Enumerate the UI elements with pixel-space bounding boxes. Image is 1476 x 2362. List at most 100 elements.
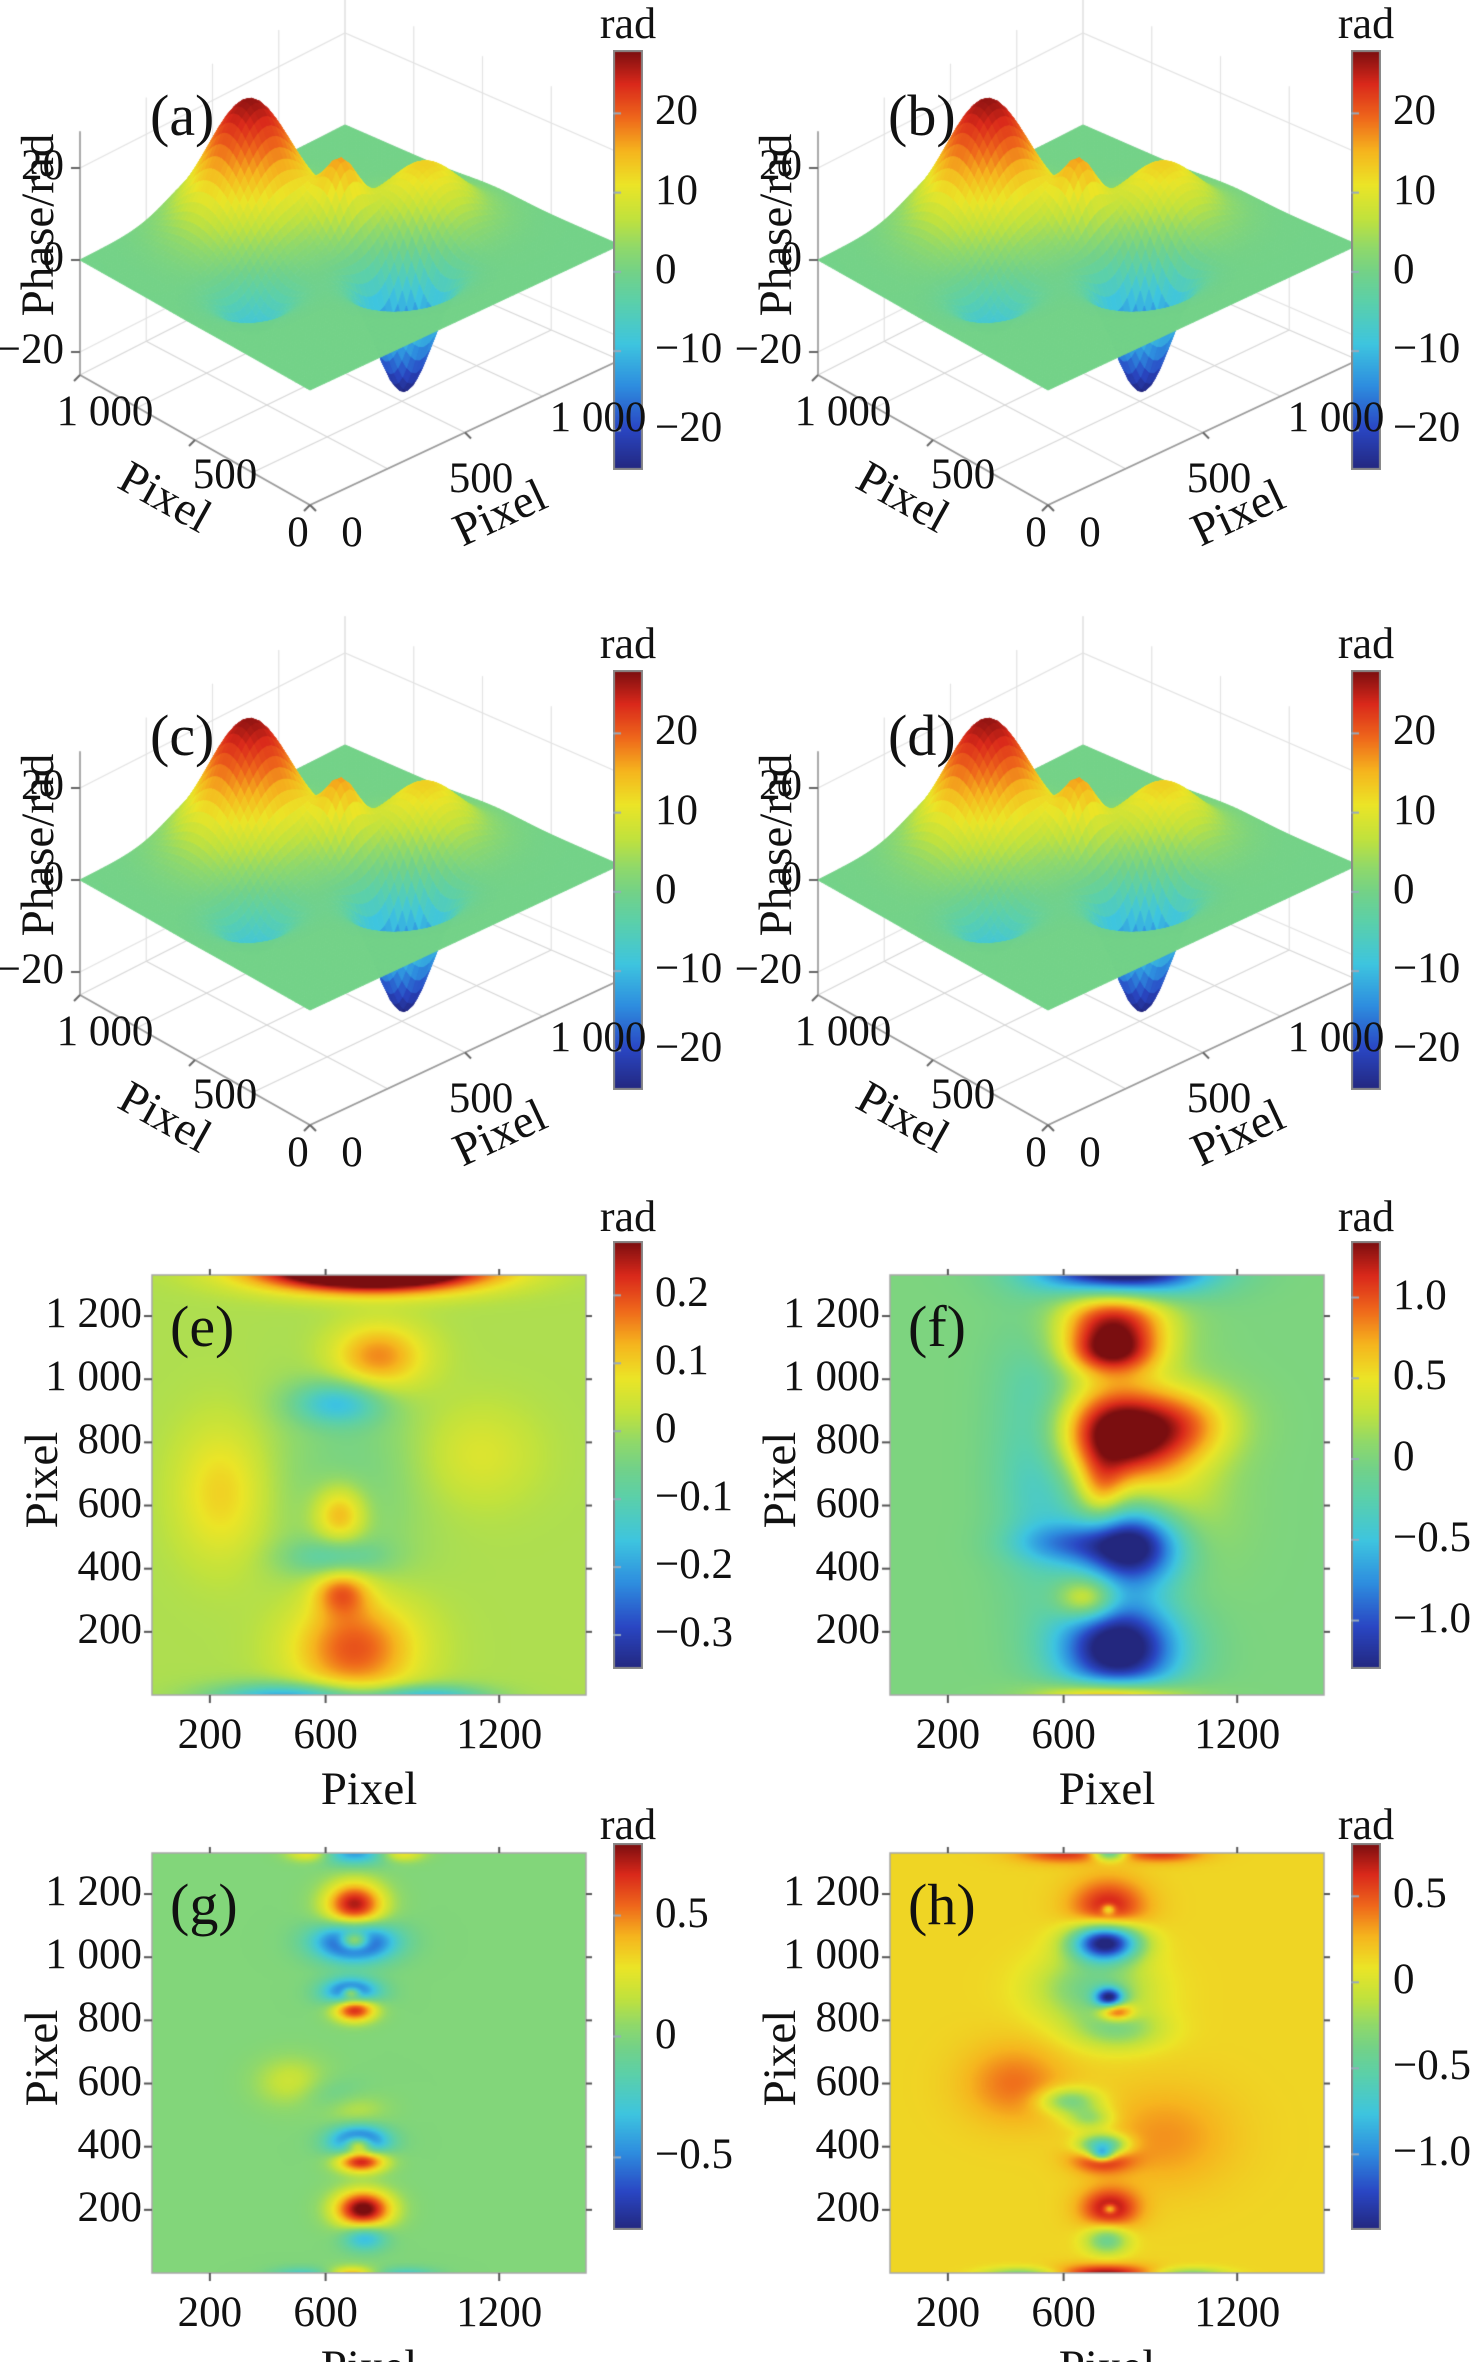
tick-label: 0: [42, 234, 65, 281]
tick-label: −0.1: [655, 1473, 734, 1521]
tick-label: −10: [1393, 945, 1461, 993]
tick-label: −10: [655, 325, 723, 373]
panel-letter: (a): [150, 83, 215, 148]
tick-label: 1 000: [783, 1931, 880, 1979]
tick-label: 0: [1393, 1433, 1415, 1481]
panel-letter: (c): [150, 703, 215, 768]
tick-label: 600: [815, 2057, 881, 2105]
tick-label: 1 000: [794, 1008, 892, 1055]
tick-label: 800: [77, 1994, 143, 2042]
colorbar-title: rad: [1337, 0, 1395, 48]
tick-label: 1 000: [1287, 394, 1385, 441]
tick-label: 20: [759, 142, 802, 189]
colorbar-title: rad: [1337, 1800, 1395, 1849]
tick-label: 10: [1393, 786, 1436, 834]
x-axis-label: Pixel: [890, 2340, 1324, 2362]
tick-label: −20: [0, 946, 64, 993]
panel-g: (g) Pixel Pixel rad 20060012002004006008…: [0, 1800, 738, 2362]
colorbar-a: [613, 50, 643, 470]
colorbar-title: rad: [1337, 619, 1395, 668]
tick-label: 0: [1079, 1129, 1101, 1176]
tick-label: 0.5: [655, 1889, 709, 1937]
tick-label: 1 000: [549, 1014, 647, 1061]
colorbar-title: rad: [1337, 1192, 1395, 1241]
tick-label: −0.5: [1393, 2042, 1472, 2090]
x-axis-label: Pixel: [320, 1763, 418, 1815]
tick-label: 0.1: [655, 1337, 709, 1385]
tick-label: −1.0: [1393, 2128, 1472, 2176]
panel-letter: (h): [908, 1872, 976, 1937]
tick-label: 0: [655, 2010, 677, 2058]
panel-f: (f) Pixel Pixel rad 200 600 1200 200 400 600 8…: [738, 1183, 1476, 1815]
tick-label: 1 200: [783, 1290, 880, 1338]
tick-label: 200: [815, 2183, 881, 2231]
tick-label: 20: [655, 707, 698, 755]
tick-label: 1 000: [56, 1008, 154, 1055]
panel-e: (e) Pixel Pixel rad 200 600 1200 200 400 600 8…: [0, 1183, 738, 1815]
tick-label: 0.2: [655, 1269, 709, 1317]
tick-label: 800: [815, 1994, 881, 2042]
tick-label: 600: [77, 1479, 143, 1527]
tick-label: 0: [341, 1129, 363, 1176]
tick-label: 20: [1393, 707, 1436, 755]
panel-letter: (b): [888, 83, 956, 148]
tick-label: −20: [655, 404, 723, 452]
tick-label: 0: [780, 854, 803, 901]
tick-label: 0: [1025, 1129, 1047, 1176]
tick-label: 600: [293, 2289, 358, 2336]
tick-label: 1 000: [1287, 1014, 1385, 1061]
tick-label: 10: [655, 786, 698, 834]
tick-label: −20: [0, 326, 64, 373]
tick-label: 1 000: [549, 394, 647, 441]
tick-label: 600: [1031, 1711, 1096, 1758]
tick-label: 0: [780, 234, 803, 281]
colorbar-g: [613, 1843, 643, 2230]
panel-h: (h) Pixel Pixel rad 20060012002004006008…: [738, 1800, 1476, 2362]
colorbar-h: [1351, 1843, 1381, 2230]
tick-label: 0: [655, 865, 677, 913]
tick-label: −20: [1393, 1024, 1461, 1072]
tick-label: 500: [1186, 454, 1252, 502]
tick-label: −20: [734, 946, 802, 993]
tick-label: 500: [192, 1071, 258, 1118]
tick-label: 1 000: [783, 1353, 880, 1401]
tick-label: 400: [77, 1542, 143, 1590]
colorbar-d: [1351, 670, 1381, 1090]
tick-label: 500: [1186, 1074, 1252, 1122]
tick-label: −10: [1393, 325, 1461, 373]
colorbar-b: [1351, 50, 1381, 470]
x-axis-label: Pixel: [152, 2340, 586, 2362]
tick-label: 200: [177, 1711, 243, 1758]
tick-label: 20: [21, 142, 64, 189]
tick-label: 1 200: [783, 1868, 880, 1916]
tick-label: 500: [448, 454, 514, 502]
tick-label: 600: [77, 2057, 143, 2105]
tick-label: −20: [655, 1024, 723, 1072]
tick-label: 1.0: [1393, 1271, 1447, 1319]
panel-letter: (e): [170, 1294, 235, 1359]
tick-label: 800: [815, 1416, 881, 1464]
tick-label: −10: [655, 945, 723, 993]
tick-label: 0.5: [1393, 1352, 1447, 1400]
tick-label: 1 000: [794, 388, 892, 435]
tick-label: 200: [815, 1605, 881, 1653]
tick-label: 0: [42, 854, 65, 901]
panel-letter: (f): [908, 1294, 966, 1359]
tick-label: 200: [177, 2289, 243, 2336]
colorbar-title: rad: [599, 1192, 657, 1241]
tick-label: 0: [1079, 509, 1101, 556]
panel-letter: (g): [170, 1872, 238, 1937]
tick-label: 0: [1393, 245, 1415, 293]
colorbar-e: [613, 1241, 643, 1669]
tick-label: 10: [1393, 166, 1436, 214]
colorbar-c: [613, 670, 643, 1090]
tick-label: 1200: [1194, 1711, 1281, 1758]
panel-b: (b) Phase/rad Pixel Pixel rad 20 0 −20 1 00…: [735, 0, 1476, 565]
tick-label: −0.2: [655, 1541, 734, 1589]
tick-label: 20: [1393, 87, 1436, 135]
tick-label: −0.3: [655, 1609, 734, 1657]
tick-label: −20: [1393, 404, 1461, 452]
tick-label: −1.0: [1393, 1594, 1472, 1642]
colorbar-title: rad: [599, 619, 657, 668]
